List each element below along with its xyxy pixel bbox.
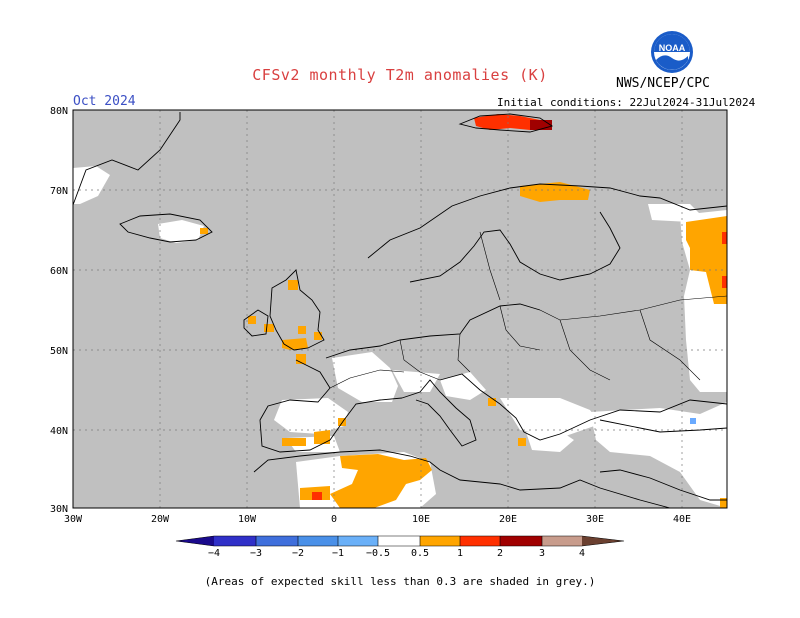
agency-label: NWS/NCEP/CPC: [616, 76, 710, 91]
map-frame: [72, 109, 728, 509]
longitude-labels: 30W 20W 10W 0 10E 20E 30E 40E: [64, 514, 691, 525]
colorbar-tick-label: 4: [579, 548, 585, 559]
colorbar-segment: [214, 536, 256, 546]
lon-label: 0: [331, 514, 337, 525]
latitude-labels: 80N 70N 60N 50N 40N 30N: [50, 106, 68, 515]
coastlines: [73, 112, 727, 508]
colorbar-segment: [460, 536, 500, 546]
page-title: CFSv2 monthly T2m anomalies (K): [252, 66, 548, 84]
colorbar-tick-label: 0.5: [411, 548, 429, 559]
colorbar-segment: [256, 536, 298, 546]
initial-conditions-label: Initial conditions: 22Jul2024-31Jul2024: [497, 96, 756, 109]
month-label: Oct 2024: [73, 94, 136, 109]
country-borders: [329, 231, 727, 389]
lon-label: 40E: [673, 514, 691, 525]
graticule: [73, 110, 727, 508]
footnote: (Areas of expected skill less than 0.3 a…: [204, 575, 596, 588]
lat-label: 80N: [50, 106, 68, 117]
colorbar-tick-label: −3: [250, 548, 262, 559]
colorbar-segment: [542, 536, 582, 546]
colorbar-tick-label: −2: [292, 548, 304, 559]
lat-label: 60N: [50, 266, 68, 277]
lon-label: 20E: [499, 514, 517, 525]
colorbar-outline: [175, 535, 625, 547]
colorbar-segment: [176, 536, 214, 546]
colorbar-tick-label: −1: [332, 548, 344, 559]
lon-label: 10E: [412, 514, 430, 525]
colorbar-segment: [500, 536, 542, 546]
lon-label: 10W: [238, 514, 257, 525]
colorbar-segment: [298, 536, 338, 546]
lat-label: 40N: [50, 426, 68, 437]
orange-anomaly-patches: [200, 182, 727, 508]
colorbar-tick-label: −0.5: [366, 548, 390, 559]
logo-text: NOAA: [659, 43, 686, 53]
cool-anomaly-patch: [690, 418, 696, 424]
colorbar-segment: [582, 536, 624, 546]
colorbar-segment: [338, 536, 378, 546]
lat-label: 30N: [50, 504, 68, 515]
lat-label: 70N: [50, 186, 68, 197]
colorbar-segment: [378, 536, 420, 546]
colorbar-tick-label: 2: [497, 548, 503, 559]
lon-label: 30W: [64, 514, 83, 525]
lon-label: 20W: [151, 514, 170, 525]
colorbar-tick-label: −4: [208, 548, 220, 559]
noaa-logo: NOAA: [651, 31, 693, 73]
lon-label: 30E: [586, 514, 604, 525]
colorbar-tick-label: 1: [457, 548, 463, 559]
colorbar-tick-label: 3: [539, 548, 545, 559]
lat-label: 50N: [50, 346, 68, 357]
colorbar: −4 −3 −2 −1 −0.5 0.5 1 2 3 4: [175, 535, 625, 559]
colorbar-segment: [420, 536, 460, 546]
